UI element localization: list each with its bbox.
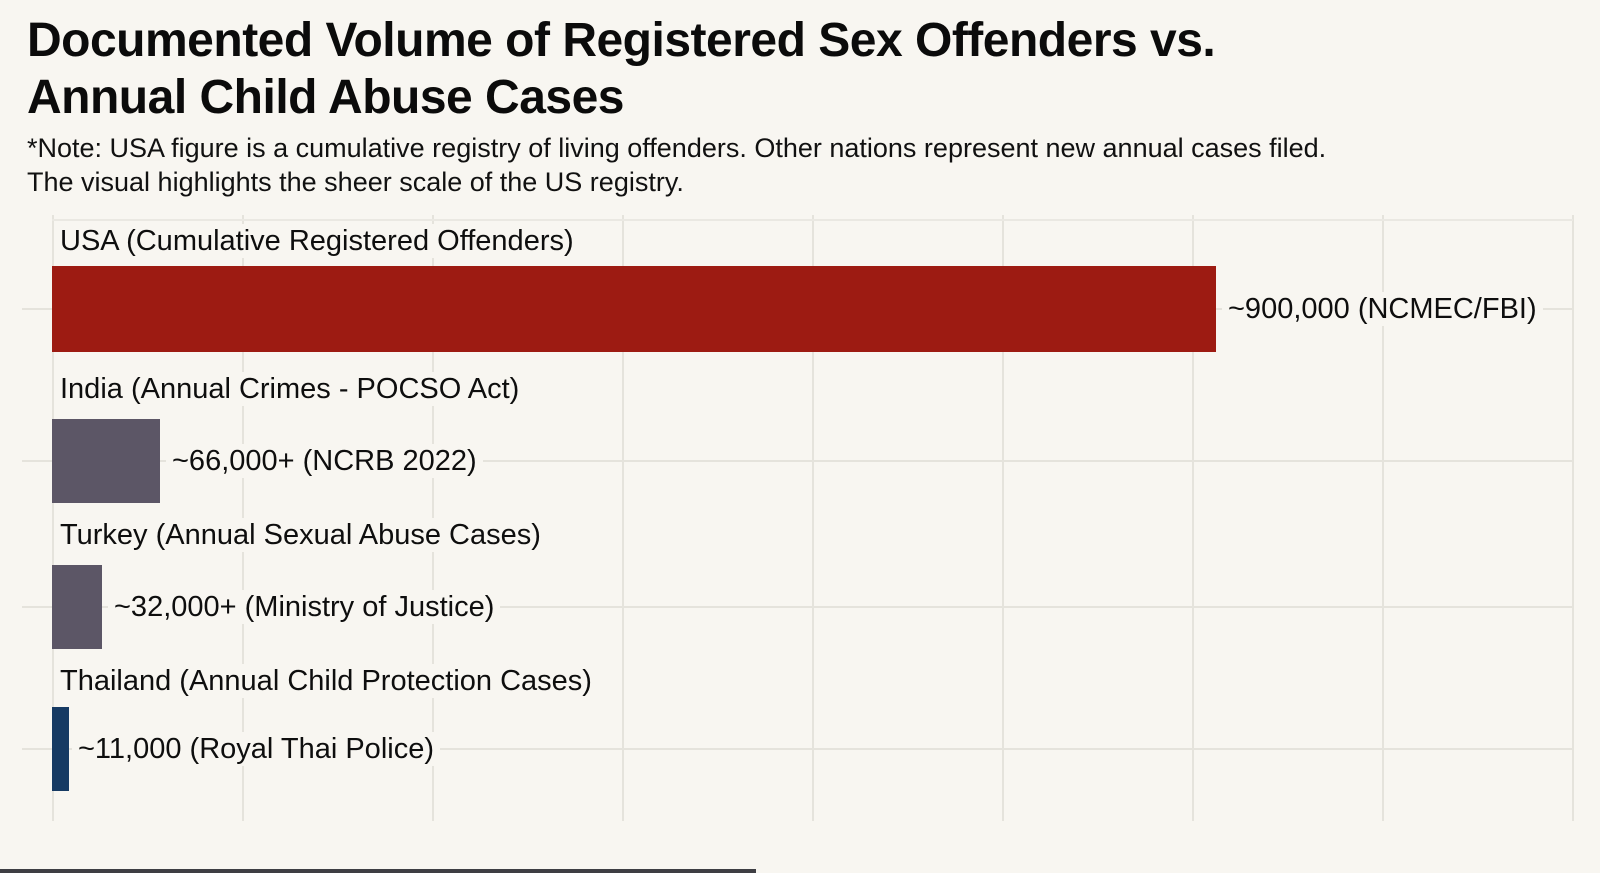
category-label-turkey: Turkey (Annual Sexual Abuse Cases): [54, 518, 547, 552]
bottom-edge-band: [0, 869, 756, 873]
horizontal-gridline: [22, 460, 1572, 462]
horizontal-gridline: [22, 606, 1572, 608]
chart-note-line1: *Note: USA figure is a cumulative regist…: [27, 133, 1327, 163]
value-label-india: ~66,000+ (NCRB 2022): [166, 444, 483, 478]
bar-usa: [52, 266, 1216, 352]
chart-note: *Note: USA figure is a cumulative regist…: [27, 131, 1326, 199]
bar-india: [52, 419, 160, 503]
category-label-thailand: Thailand (Annual Child Protection Cases): [54, 664, 598, 698]
value-label-thailand: ~11,000 (Royal Thai Police): [72, 732, 440, 766]
value-label-turkey: ~32,000+ (Ministry of Justice): [108, 590, 501, 624]
bar-turkey: [52, 565, 102, 649]
chart-title: Documented Volume of Registered Sex Offe…: [27, 12, 1216, 126]
chart-note-line2: The visual highlights the sheer scale of…: [27, 167, 684, 197]
category-label-usa: USA (Cumulative Registered Offenders): [54, 224, 580, 258]
bar-thailand: [52, 707, 69, 791]
chart-title-line1: Documented Volume of Registered Sex Offe…: [27, 14, 1216, 67]
category-label-india: India (Annual Crimes - POCSO Act): [54, 372, 526, 406]
plot-top-gridline: [52, 219, 1573, 221]
horizontal-gridline: [22, 748, 1572, 750]
chart-title-line2: Annual Child Abuse Cases: [27, 71, 625, 124]
value-label-usa: ~900,000 (NCMEC/FBI): [1222, 292, 1543, 326]
